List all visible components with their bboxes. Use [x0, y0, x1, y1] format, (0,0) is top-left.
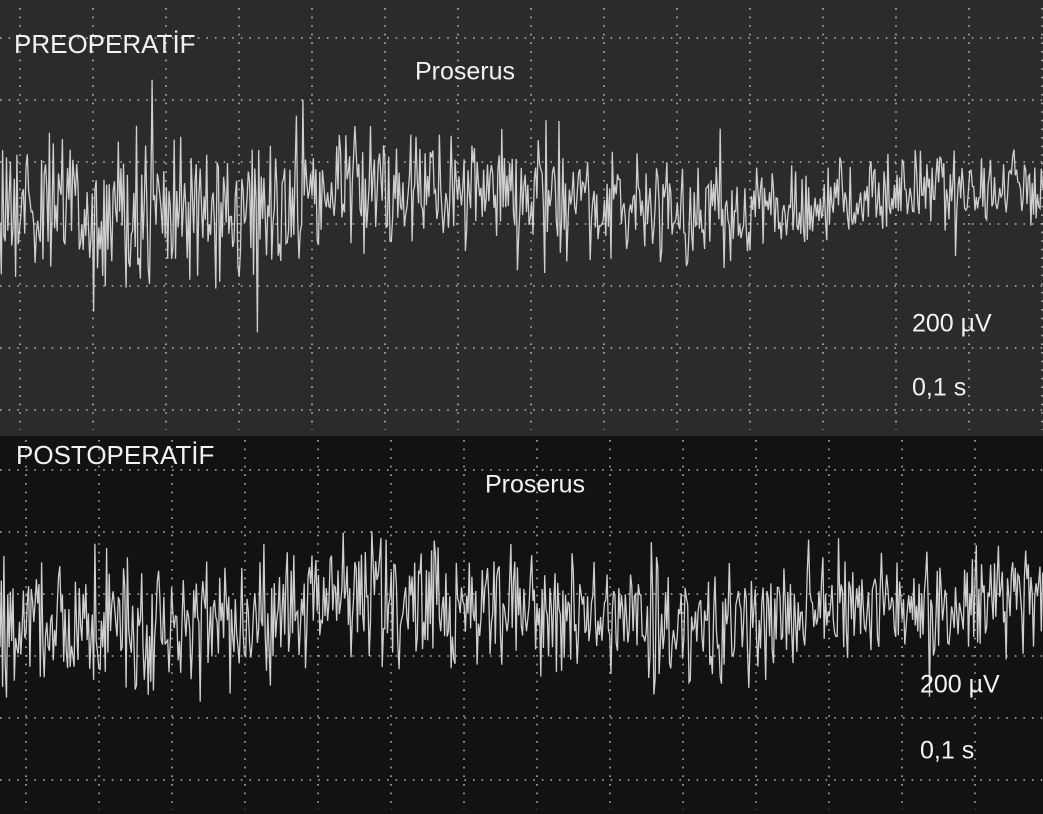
time-scale: 0,1 s	[920, 737, 974, 765]
panel-title: POSTOPERATİF	[16, 440, 214, 470]
panel-title: PREOPERATİF	[14, 29, 196, 59]
muscle-label: Proserus	[485, 471, 585, 499]
amplitude-scale: 200 µV	[912, 310, 992, 338]
muscle-label: Proserus	[415, 58, 515, 86]
page: PREOPERATİF Proserus 200 µV 0,1 s POSTOP…	[0, 0, 1043, 814]
time-scale: 0,1 s	[912, 374, 966, 402]
emg-screenshot: PREOPERATİF Proserus 200 µV 0,1 s POSTOP…	[0, 0, 1043, 814]
amplitude-scale: 200 µV	[920, 671, 1000, 699]
